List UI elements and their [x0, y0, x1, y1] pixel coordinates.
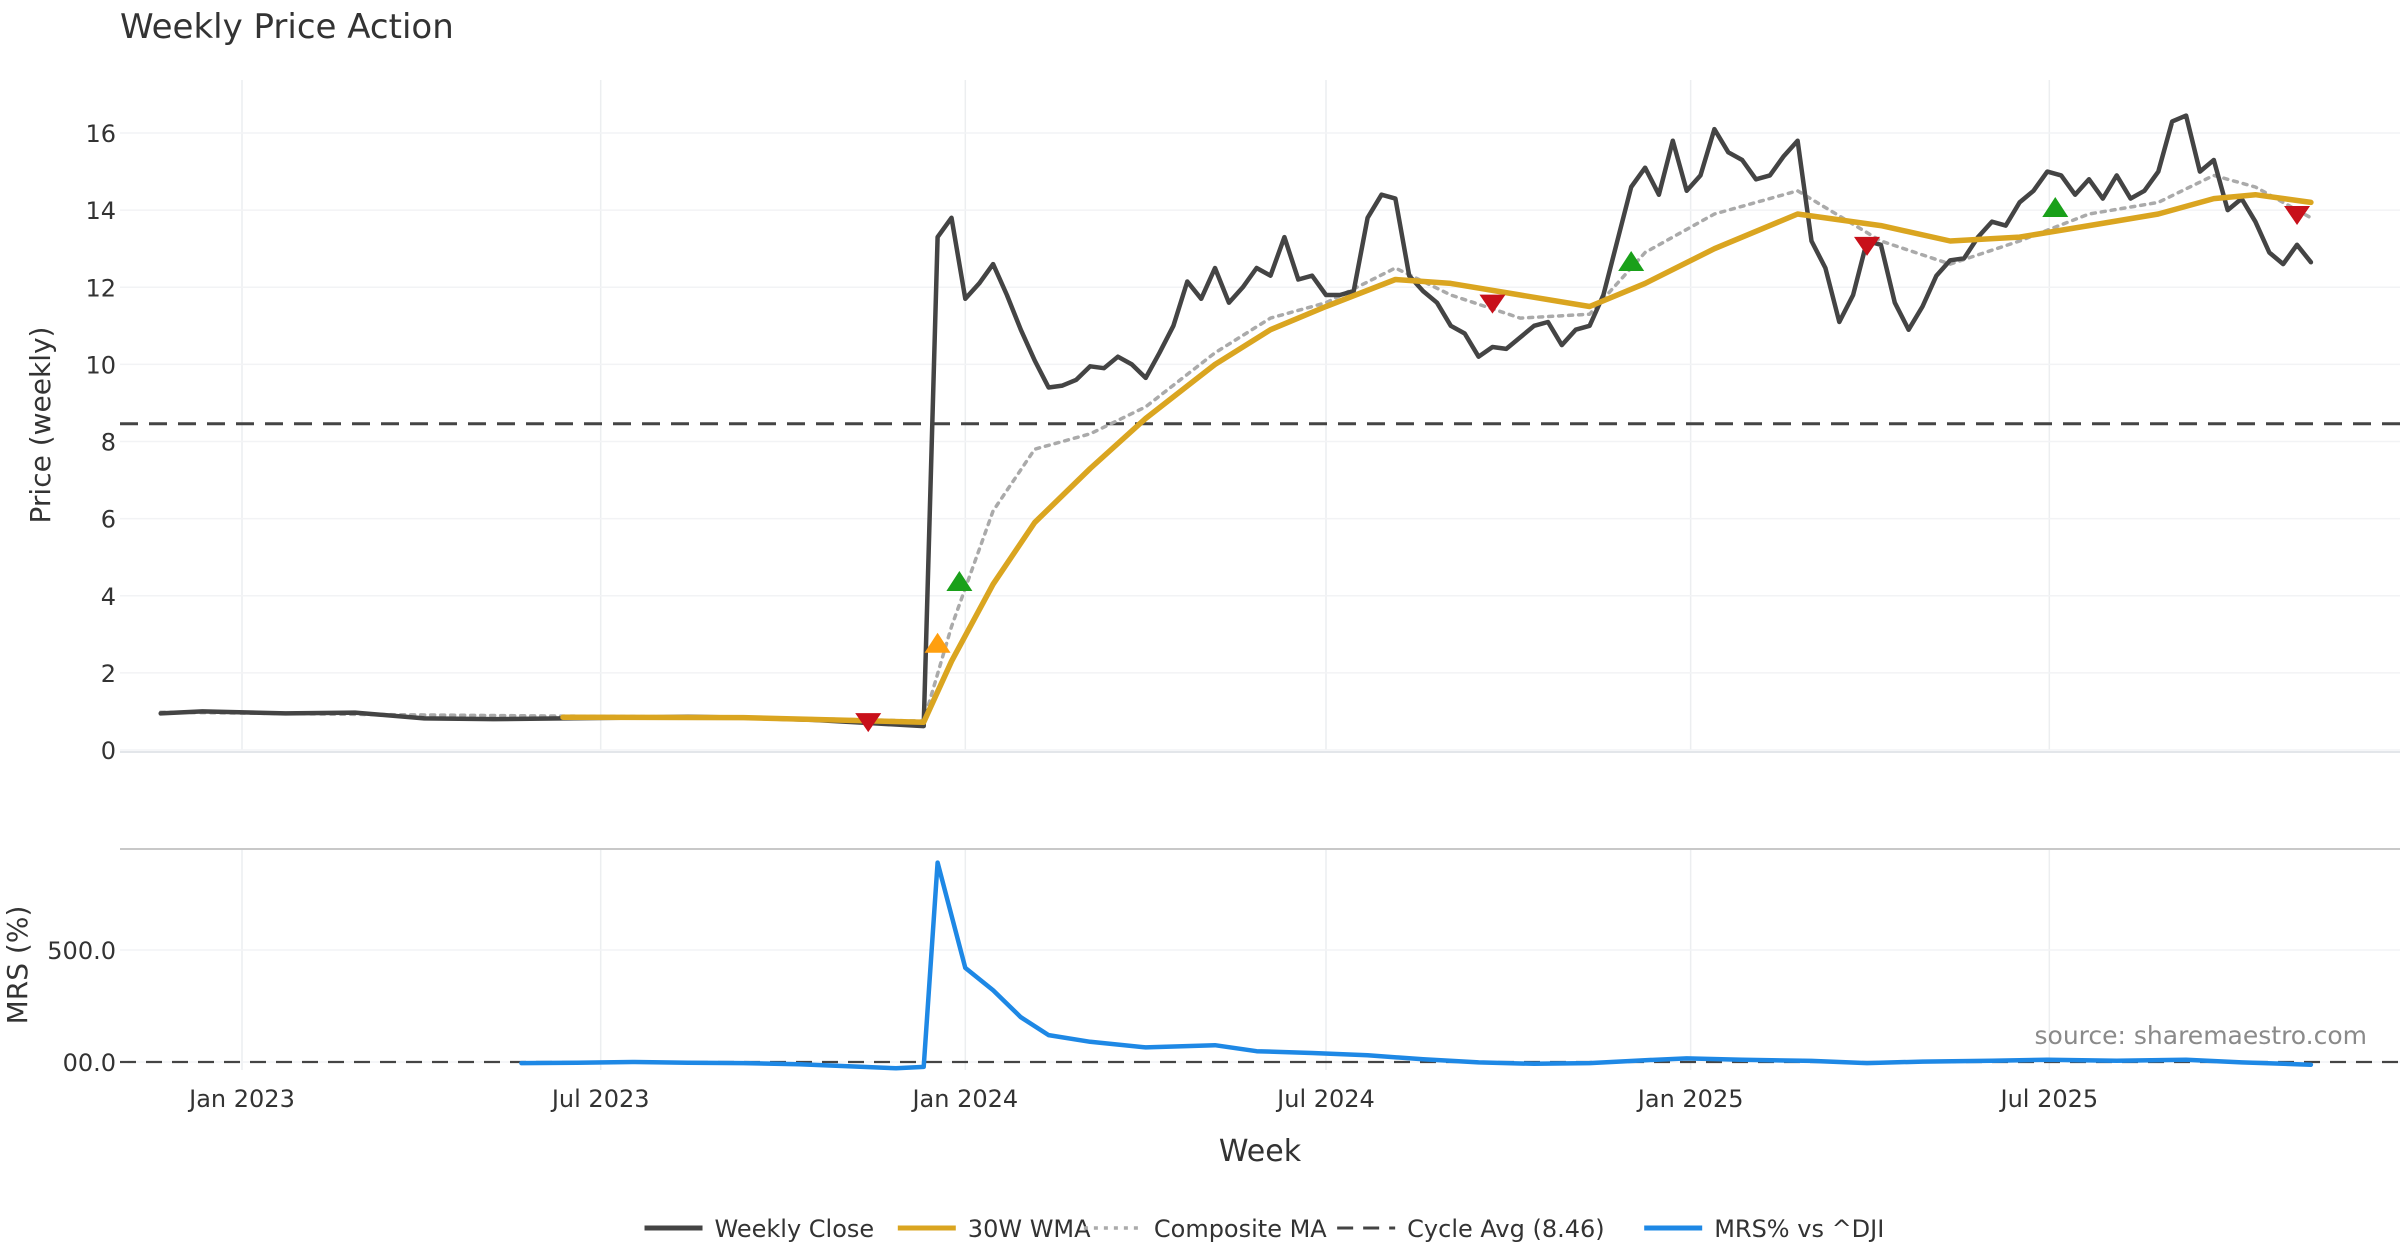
- buy-signal-marker: [2042, 196, 2069, 217]
- buy-signal-marker: [1618, 250, 1645, 271]
- x-axis-label: Week: [1219, 1134, 1302, 1169]
- price-y-tick-label: 2: [101, 660, 116, 688]
- x-tick-label: Jan 2023: [187, 1085, 295, 1113]
- price-y-axis-label: Price (weekly): [24, 327, 57, 524]
- x-tick-label: Jan 2025: [1636, 1085, 1744, 1113]
- mrs-y-tick-label: 00.0: [63, 1049, 116, 1077]
- price-y-tick-label: 4: [101, 583, 116, 611]
- price-y-tick-label: 12: [85, 274, 116, 302]
- sell-signal-marker: [1479, 294, 1506, 314]
- sell-signal-marker: [855, 713, 882, 733]
- price-y-tick-label: 8: [101, 429, 116, 457]
- sell-signal-marker: [2284, 205, 2311, 225]
- price-y-tick-label: 16: [85, 120, 116, 148]
- x-tick-label: Jul 2023: [550, 1085, 650, 1113]
- price-y-tick-label: 14: [85, 197, 116, 225]
- price-series: [120, 113, 2400, 729]
- mrs-line: [519, 860, 2314, 1071]
- mrs-y-axis-label: MRS (%): [1, 906, 34, 1025]
- x-tick-label: Jul 2025: [1998, 1085, 2098, 1113]
- chart-title: Weekly Price Action: [120, 7, 454, 47]
- price-grid: [120, 80, 2400, 753]
- x-tick-label: Jan 2024: [910, 1085, 1018, 1113]
- price-y-tick-label: 10: [85, 351, 116, 379]
- price-y-tick-label: 6: [101, 506, 116, 534]
- price-y-ticks: 0 2 4 6 8 10 12 14 16: [85, 120, 116, 765]
- mrs-series: [120, 860, 2400, 1071]
- price-y-tick-label: 0: [101, 737, 116, 765]
- legend: Weekly Close 30W WMA Composite MA Cycle Avg…: [644, 1215, 1884, 1243]
- mrs-y-tick-label: 500.0: [47, 937, 116, 965]
- legend-label: Composite MA: [1154, 1215, 1327, 1243]
- legend-label: MRS% vs ^DJI: [1714, 1215, 1884, 1243]
- x-ticks: Jan 2023 Jul 2023 Jan 2024 Jul 2024 Jan 2025…: [187, 1085, 2098, 1113]
- sell-signal-marker: [1854, 236, 1881, 256]
- mrs-y-ticks: 00.0 500.0: [47, 937, 116, 1077]
- source-note: source: sharemaestro.com: [2035, 1021, 2368, 1050]
- buy-signal-marker: [946, 571, 973, 592]
- x-tick-label: Jul 2024: [1275, 1085, 1375, 1113]
- legend-label: Weekly Close: [715, 1215, 875, 1243]
- legend-label: 30W WMA: [968, 1215, 1091, 1243]
- buy-signal-marker: [924, 632, 951, 653]
- wma-30w-line: [560, 191, 2314, 725]
- signal-markers: [855, 196, 2311, 733]
- weekly-close-line: [158, 113, 2314, 729]
- composite-ma-line: [158, 173, 2313, 723]
- legend-label: Cycle Avg (8.46): [1407, 1215, 1604, 1243]
